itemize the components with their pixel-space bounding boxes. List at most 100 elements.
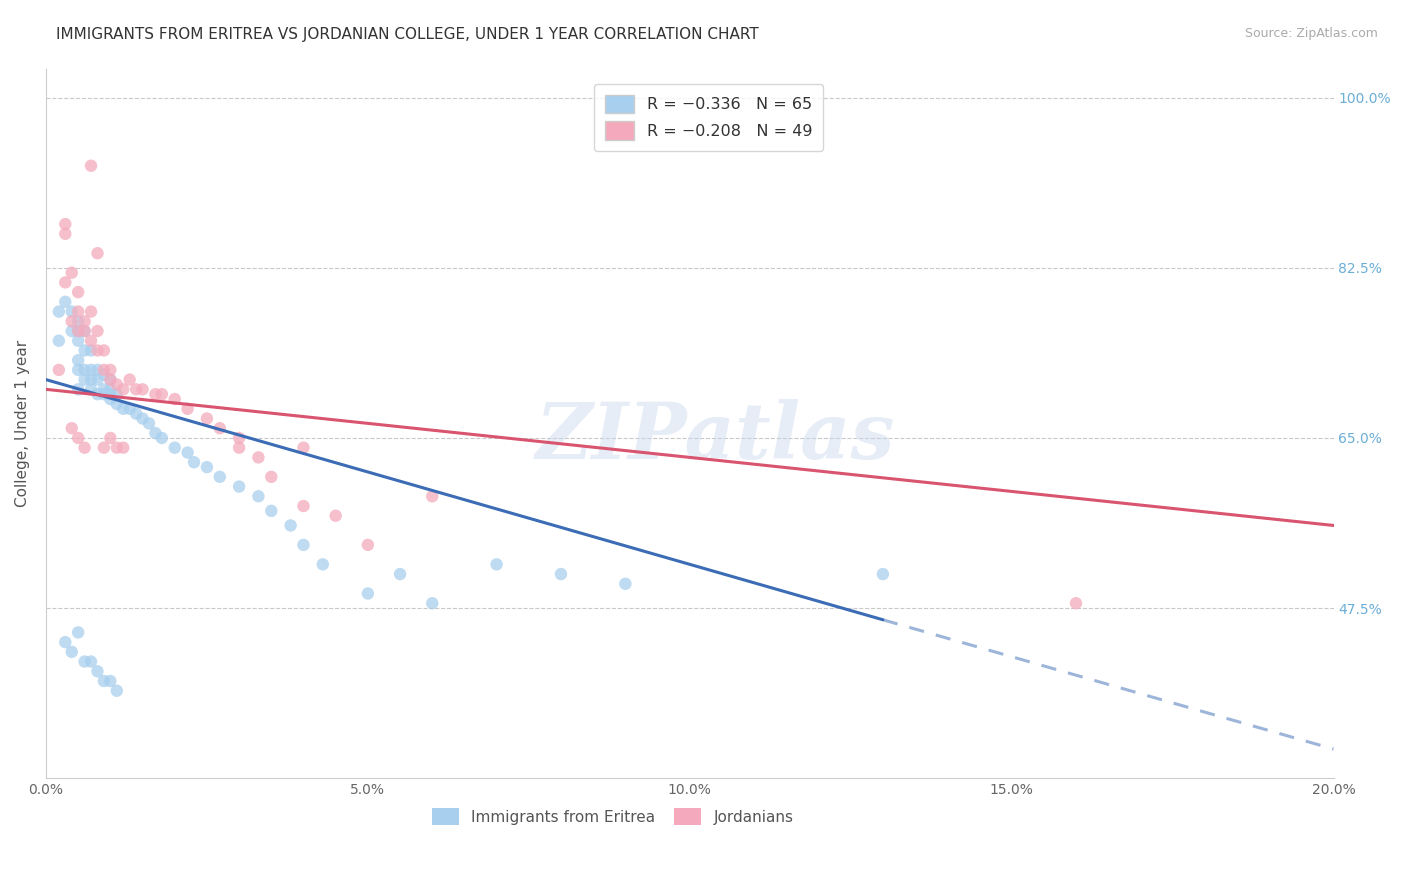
Point: [73, 314, 96, 328]
Point: [80, 343, 103, 358]
Point: [105, 377, 128, 392]
Point: [125, 407, 148, 421]
Point: [67, 334, 90, 348]
Point: [93, 368, 115, 382]
Point: [60, 645, 83, 659]
Point: [176, 401, 198, 416]
Point: [80, 334, 103, 348]
Point: [73, 363, 96, 377]
Point: [48, 363, 70, 377]
Point: [93, 343, 115, 358]
Point: [420, 489, 443, 503]
Point: [60, 266, 83, 280]
Point: [67, 353, 90, 368]
Point: [73, 441, 96, 455]
Point: [150, 387, 173, 401]
Point: [53, 294, 76, 309]
Point: [73, 343, 96, 358]
Point: [98, 673, 121, 688]
Point: [67, 314, 90, 328]
Point: [80, 159, 103, 173]
Point: [86, 387, 108, 401]
Point: [98, 392, 121, 406]
Point: [150, 431, 173, 445]
Point: [550, 567, 572, 582]
Point: [125, 382, 148, 396]
Point: [420, 596, 443, 610]
Point: [86, 246, 108, 260]
Point: [48, 334, 70, 348]
Point: [389, 567, 412, 582]
Point: [67, 324, 90, 338]
Point: [93, 441, 115, 455]
Point: [292, 538, 315, 552]
Point: [67, 304, 90, 318]
Point: [98, 431, 121, 445]
Point: [176, 445, 198, 459]
Point: [93, 673, 115, 688]
Point: [86, 343, 108, 358]
Text: Source: ZipAtlas.com: Source: ZipAtlas.com: [1244, 27, 1378, 40]
Point: [112, 382, 135, 396]
Point: [247, 489, 270, 503]
Point: [145, 387, 167, 401]
Point: [1064, 596, 1087, 610]
Point: [98, 373, 121, 387]
Point: [208, 421, 231, 435]
Point: [247, 450, 270, 465]
Point: [208, 470, 231, 484]
Point: [98, 387, 121, 401]
Point: [67, 324, 90, 338]
Text: IMMIGRANTS FROM ERITREA VS JORDANIAN COLLEGE, UNDER 1 YEAR CORRELATION CHART: IMMIGRANTS FROM ERITREA VS JORDANIAN COL…: [56, 27, 759, 42]
Point: [260, 504, 283, 518]
Point: [53, 635, 76, 649]
Point: [80, 382, 103, 396]
Point: [228, 441, 250, 455]
Point: [292, 499, 315, 513]
Point: [131, 411, 153, 425]
Point: [86, 665, 108, 679]
Point: [357, 586, 380, 600]
Point: [67, 285, 90, 299]
Y-axis label: College, Under 1 year: College, Under 1 year: [15, 340, 30, 507]
Point: [105, 387, 128, 401]
Point: [80, 373, 103, 387]
Point: [228, 431, 250, 445]
Point: [80, 363, 103, 377]
Point: [93, 387, 115, 401]
Point: [67, 363, 90, 377]
Point: [86, 324, 108, 338]
Point: [60, 304, 83, 318]
Point: [60, 314, 83, 328]
Point: [183, 455, 205, 469]
Point: [67, 625, 90, 640]
Point: [105, 397, 128, 411]
Point: [357, 538, 380, 552]
Point: [60, 324, 83, 338]
Point: [118, 373, 141, 387]
Point: [195, 411, 218, 425]
Point: [105, 683, 128, 698]
Point: [67, 431, 90, 445]
Point: [73, 655, 96, 669]
Point: [195, 460, 218, 475]
Point: [53, 276, 76, 290]
Text: ZIPatlas: ZIPatlas: [536, 400, 896, 475]
Point: [228, 479, 250, 493]
Point: [53, 217, 76, 231]
Point: [80, 304, 103, 318]
Point: [163, 441, 186, 455]
Point: [145, 426, 167, 441]
Point: [80, 655, 103, 669]
Point: [118, 401, 141, 416]
Point: [86, 373, 108, 387]
Point: [53, 227, 76, 241]
Point: [260, 470, 283, 484]
Point: [280, 518, 302, 533]
Point: [73, 324, 96, 338]
Point: [60, 421, 83, 435]
Point: [485, 558, 508, 572]
Point: [73, 324, 96, 338]
Point: [98, 382, 121, 396]
Point: [112, 401, 135, 416]
